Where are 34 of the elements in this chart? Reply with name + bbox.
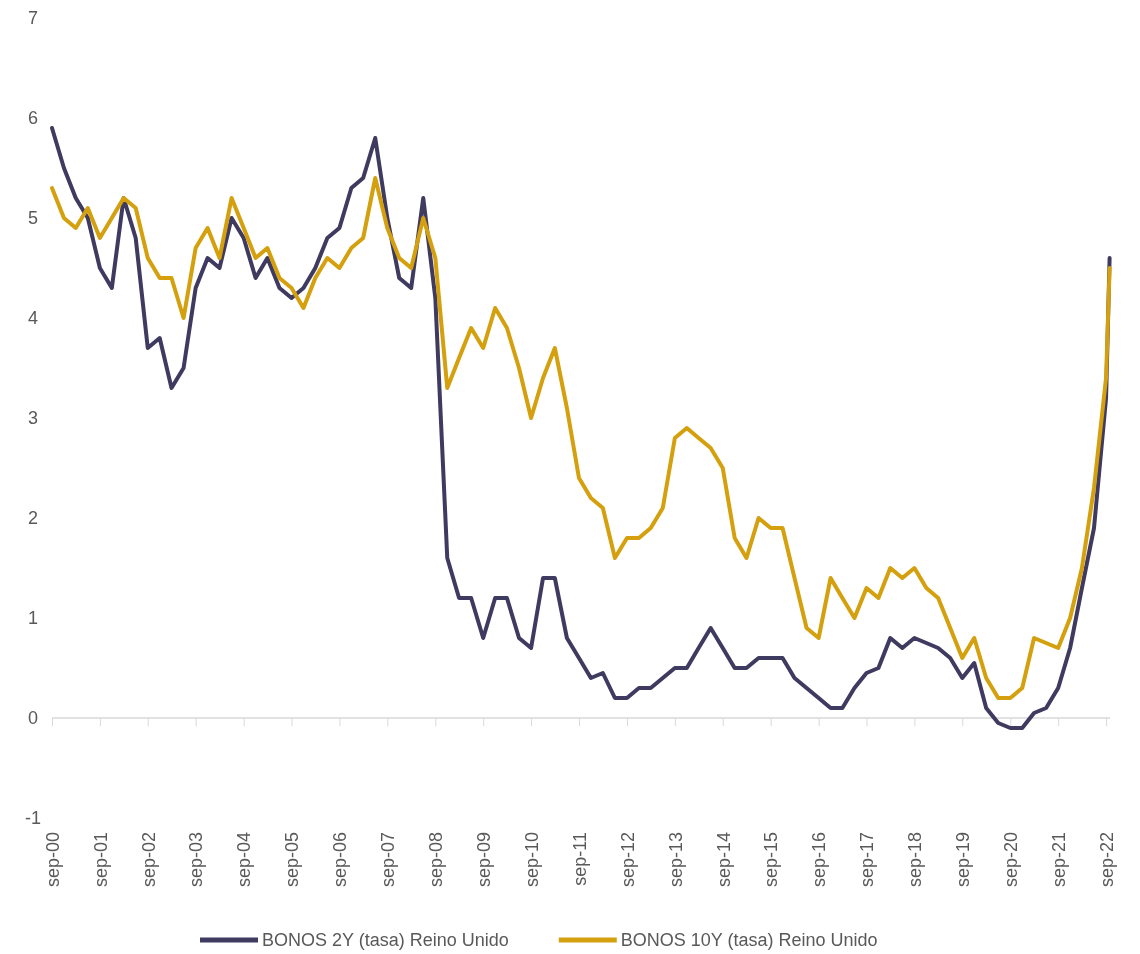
x-tick-label: sep-08 [426,832,447,888]
y-tick-label: 5 [27,208,39,229]
x-tick-label: sep-10 [521,832,542,888]
y-tick-label: 0 [27,708,39,729]
x-tick-label: sep-19 [953,832,974,888]
x-tick-label: sep-00 [42,832,63,888]
y-tick-label: 4 [27,308,39,329]
legend-label: BONOS 2Y (tasa) Reino Unido [262,930,509,951]
x-tick-label: sep-18 [905,832,926,888]
x-tick-label: sep-20 [1001,832,1022,888]
legend-label: BONOS 10Y (tasa) Reino Unido [620,930,878,951]
x-tick-label: sep-04 [234,832,255,888]
x-tick-label: sep-06 [330,832,351,888]
x-tick-label: sep-11 [569,832,590,886]
x-tick-label: sep-14 [713,832,734,888]
y-tick-label: 3 [27,408,39,429]
x-tick-label: sep-17 [857,832,878,888]
y-tick-label: -1 [24,808,42,829]
y-tick-label: 1 [27,608,39,629]
x-tick-label: sep-03 [186,832,207,888]
x-tick-label: sep-01 [90,832,111,888]
x-tick-label: sep-12 [617,832,638,888]
x-tick-label: sep-22 [1096,832,1117,888]
x-tick-label: sep-15 [761,832,782,888]
x-tick-label: sep-13 [665,832,686,888]
x-tick-label: sep-02 [138,832,159,888]
x-tick-label: sep-05 [282,832,303,888]
y-tick-label: 2 [27,508,39,529]
x-tick-label: sep-16 [809,832,830,888]
y-tick-label: 7 [27,8,39,29]
x-tick-label: sep-07 [378,832,399,888]
y-tick-label: 6 [27,108,39,129]
x-tick-label: sep-21 [1048,832,1069,888]
x-tick-label: sep-09 [474,832,494,888]
